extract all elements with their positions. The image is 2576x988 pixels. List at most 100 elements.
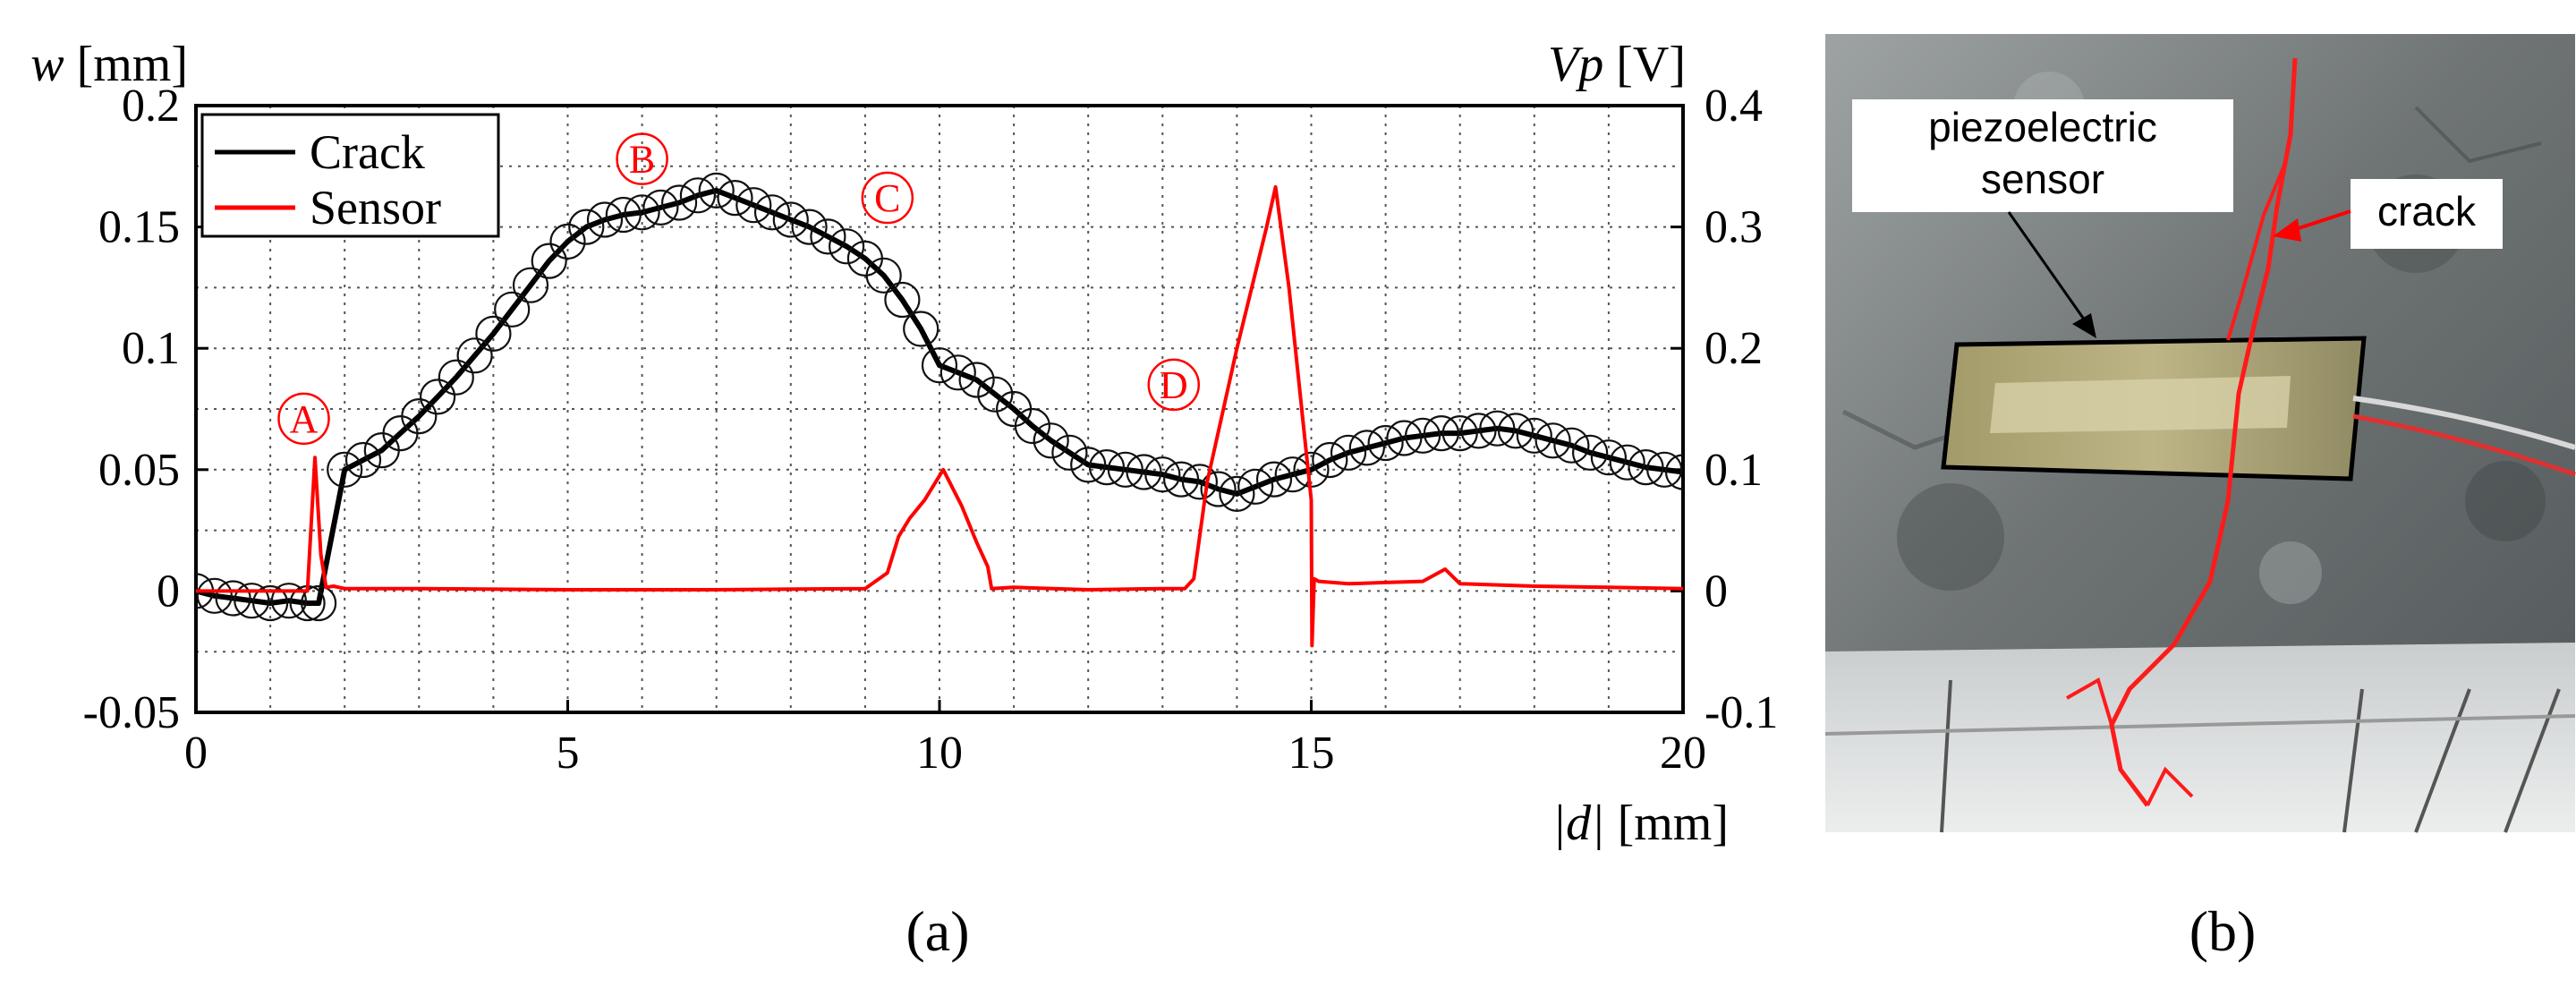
annotation-label: C [874, 176, 900, 220]
crack-label: crack [2377, 188, 2477, 234]
crack-data-point [549, 223, 586, 260]
crack-data-point [698, 172, 735, 209]
sensor-leader-line [2007, 211, 2087, 321]
crack-data-point [605, 196, 642, 234]
y-left-axis-title: w [mm] [30, 37, 188, 92]
y-left-tick-label: 0.15 [98, 202, 180, 253]
y-right-axis-ticks: -0.1 0 0.1 0.2 0.3 0.4 [1671, 81, 1778, 738]
panel-a-caption: (a) [905, 899, 969, 963]
crack-data-point [1348, 430, 1385, 466]
crack-data-point [791, 209, 828, 245]
panel-b-photo: piezoelectric sensor crack (b) [1824, 34, 2576, 963]
crack-data-point [1200, 471, 1237, 507]
x-tick-label: 20 [1660, 728, 1706, 779]
crack-data-point [679, 177, 717, 214]
y-right-tick-label: 0.4 [1705, 81, 1763, 132]
crack-data-point [1144, 456, 1181, 493]
crack-data-point [1423, 415, 1460, 452]
crack-data-point [624, 194, 660, 231]
crack-data-point [234, 583, 270, 619]
sensor-label-box [1852, 99, 2233, 212]
y-right-tick-label: 0 [1705, 566, 1728, 617]
crack-data-point [1330, 434, 1367, 471]
annotation-label: A [290, 397, 319, 441]
photo-edge-lines [1824, 679, 2576, 833]
crack-data-point [1497, 413, 1535, 449]
x-tick-label: 15 [1288, 728, 1335, 779]
annotation-circle [1147, 358, 1201, 412]
crack-data-point [1255, 461, 1293, 498]
annotation-circle [616, 132, 668, 185]
crack-data-point [1516, 417, 1552, 454]
crack-line-branch [2066, 160, 2288, 806]
y-left-axis-ticks: -0.05 0 0.05 0.1 0.15 0.2 [83, 81, 208, 738]
annotation-circle [277, 392, 330, 446]
crack-data-point [921, 347, 958, 384]
sensor-wire-1 [2352, 396, 2576, 450]
crack-data-point [1033, 422, 1069, 459]
crack-data-point [420, 379, 456, 415]
crack-leader-arrowhead [2273, 218, 2301, 242]
legend-box [200, 113, 500, 238]
crack-data-point [1535, 422, 1571, 459]
crack-data-point [1070, 447, 1107, 483]
crack-data-point [1237, 468, 1274, 505]
annotations: A B C D [277, 132, 1201, 446]
y-left-tick-label: 0 [157, 566, 180, 617]
crack-data-point [531, 243, 567, 279]
crack-data-point [1571, 434, 1609, 471]
crack-data-point [494, 291, 531, 328]
y-right-axis-title: Vp [V] [1548, 37, 1686, 92]
crack-data-point [1367, 424, 1404, 462]
crack-data-point [1628, 448, 1664, 486]
sensor-label-line1: piezoelectric [1928, 104, 2157, 150]
crack-data-point [1051, 434, 1088, 471]
sensor-series-line [196, 184, 1683, 648]
crack-data-point [1479, 410, 1516, 447]
x-axis-title: |d| [mm] [1552, 796, 1729, 851]
crack-data-point [327, 451, 363, 488]
crack-data-point [1014, 407, 1051, 445]
y-right-tick-label: 0.1 [1705, 445, 1763, 496]
legend-crack-label: Crack [310, 125, 425, 179]
crack-data-point [1088, 448, 1126, 486]
crack-data-point [586, 201, 624, 238]
crack-data-point [958, 362, 995, 398]
crack-data-point [828, 228, 865, 265]
legend: Crack Sensor [200, 113, 500, 238]
y-right-tick-label: 0.3 [1705, 202, 1763, 253]
crack-data-point [660, 184, 698, 221]
legend-sensor-label: Sensor [310, 181, 441, 234]
crack-data-point [810, 218, 846, 255]
crack-data-point [1219, 475, 1255, 513]
crack-data-point [753, 194, 791, 231]
crack-data-point [772, 201, 809, 238]
sensor-wire-2 [2352, 413, 2576, 477]
crack-data-point [1162, 461, 1200, 498]
crack-data-point [1386, 420, 1423, 456]
crack-data-point [1553, 427, 1590, 464]
crack-data-point [215, 580, 251, 617]
y-right-tick-label: -0.1 [1705, 687, 1778, 738]
crack-data-point [717, 180, 753, 217]
crack-data-point [438, 359, 474, 396]
crack-data-point [1646, 451, 1683, 488]
crack-data-point [456, 337, 493, 374]
crack-data-point [865, 257, 902, 294]
crack-data-point [1404, 417, 1441, 454]
y-left-tick-label: -0.05 [83, 687, 180, 738]
y-right-tick-label: 0.2 [1705, 323, 1763, 374]
crack-data-point [1441, 415, 1478, 452]
crack-data-point [401, 398, 438, 435]
x-tick-label: 5 [557, 728, 580, 779]
crack-data-point [252, 584, 289, 622]
annotation-circle [861, 171, 914, 225]
series-layer [196, 172, 1683, 648]
crack-series-line [196, 187, 1683, 606]
crack-leader-line [2290, 209, 2351, 233]
crack-data-point [344, 441, 382, 479]
crack-data-point [1181, 464, 1219, 500]
crack-data-point [568, 209, 605, 245]
